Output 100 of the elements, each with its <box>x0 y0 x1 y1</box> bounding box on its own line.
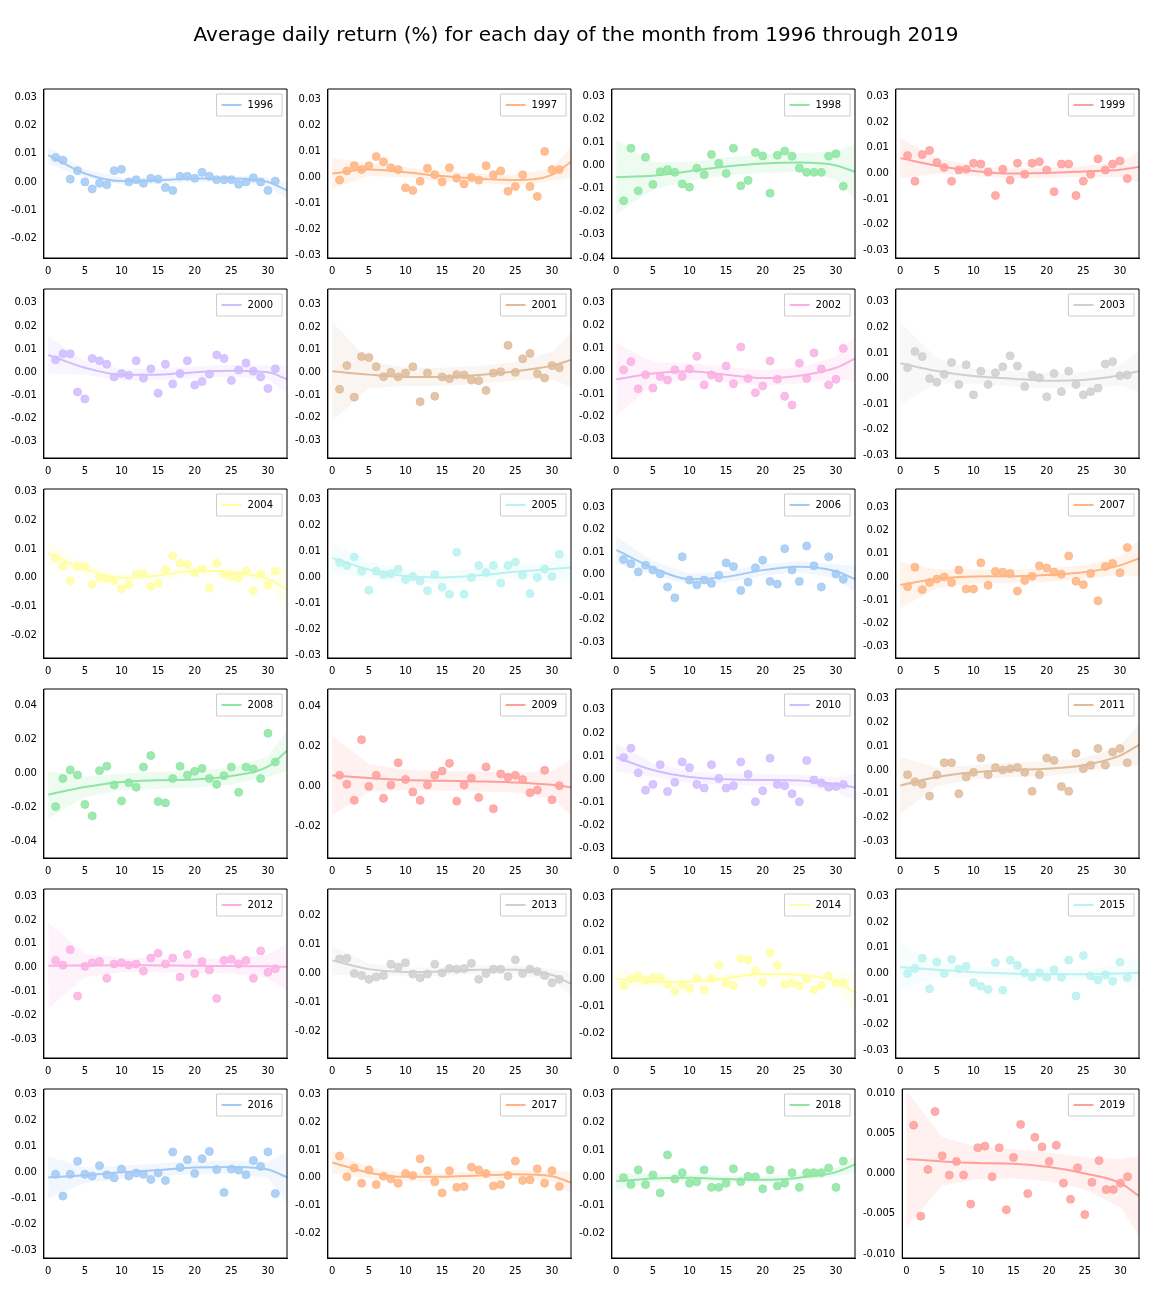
x-tick-label: 5 <box>933 264 941 276</box>
x-tick-label: 5 <box>365 864 373 876</box>
y-tick-label: 0.02 <box>582 918 605 930</box>
y-tick-label: -0.02 <box>295 1226 321 1238</box>
x-tick-label: 15 <box>151 1264 165 1276</box>
y-tick-label: -0.01 <box>863 192 889 204</box>
x-tick-label: 15 <box>1003 464 1017 476</box>
x-tick-label: 30 <box>829 864 843 876</box>
y-tick-label: 0.02 <box>14 319 37 331</box>
x-tick-label: 15 <box>719 864 733 876</box>
x-tick-label: 20 <box>1040 664 1054 676</box>
x-tick-label: 5 <box>933 464 941 476</box>
x-tick-label: 20 <box>472 264 486 276</box>
y-tick-label: 0.000 <box>866 1167 896 1179</box>
y-tick-label: -0.02 <box>579 410 605 422</box>
y-tick-label: -0.010 <box>862 1247 896 1259</box>
y-tick-label: 0.005 <box>866 1126 896 1138</box>
y-tick-label: -0.01 <box>11 600 37 612</box>
y-tick-label: 0.03 <box>14 1087 37 1099</box>
legend-label: 2002 <box>815 298 841 310</box>
y-tick-label: -0.01 <box>579 182 605 194</box>
x-tick-label: 0 <box>329 264 336 276</box>
legend-label: 1999 <box>1099 98 1125 110</box>
x-tick-label: 5 <box>933 664 941 676</box>
x-tick-label: 5 <box>649 664 657 676</box>
x-tick-label: 10 <box>399 1264 412 1276</box>
x-tick-label: 20 <box>1040 464 1054 476</box>
x-tick-label: 0 <box>897 864 904 876</box>
y-tick-label: 0.02 <box>14 1113 37 1125</box>
y-tick-label: 0.01 <box>866 547 889 559</box>
y-tick-label: 0.02 <box>582 1115 605 1127</box>
y-tick-label: 0.03 <box>582 500 605 512</box>
y-tick-label: -0.02 <box>11 231 37 243</box>
y-tick-label: 0.02 <box>582 319 605 331</box>
x-tick-label: 15 <box>151 1064 165 1076</box>
y-tick-label: -0.02 <box>579 1226 605 1238</box>
y-tick-label: -0.03 <box>863 243 889 255</box>
x-tick-label: 0 <box>329 864 336 876</box>
x-tick-label: 25 <box>224 664 238 676</box>
x-tick-label: 15 <box>151 864 165 876</box>
y-tick-label: -0.03 <box>863 640 889 652</box>
y-tick-label: -0.01 <box>11 389 37 401</box>
y-tick-label: 0.01 <box>582 1143 605 1155</box>
y-tick-label: 0.01 <box>582 545 605 557</box>
y-tick-label: 0.00 <box>866 167 889 179</box>
y-tick-label: -0.01 <box>863 397 889 409</box>
x-tick-label: 5 <box>365 264 373 276</box>
x-tick-label: 20 <box>1040 1064 1054 1076</box>
legend-label: 2006 <box>815 498 841 510</box>
x-tick-label: 0 <box>329 464 336 476</box>
x-tick-label: 25 <box>224 1264 238 1276</box>
y-tick-label: 0.03 <box>866 295 889 307</box>
x-tick-label: 15 <box>719 264 733 276</box>
x-tick-label: 15 <box>1003 864 1017 876</box>
x-tick-label: 0 <box>329 1264 336 1276</box>
y-tick-label: -0.005 <box>862 1207 896 1219</box>
x-tick-label: 20 <box>756 864 770 876</box>
y-tick-label: 0.04 <box>14 699 37 711</box>
y-tick-label: 0.03 <box>298 298 321 310</box>
x-tick-label: 20 <box>188 864 202 876</box>
y-tick-label: 0.03 <box>866 692 889 704</box>
x-tick-label: 30 <box>261 464 275 476</box>
x-tick-label: 10 <box>683 1264 696 1276</box>
x-tick-label: 25 <box>224 464 238 476</box>
y-tick-label: -0.01 <box>295 388 321 400</box>
x-tick-label: 25 <box>508 864 522 876</box>
y-tick-label: 0.03 <box>582 1088 605 1100</box>
x-tick-label: 15 <box>719 1264 733 1276</box>
y-tick-label: -0.01 <box>579 387 605 399</box>
x-tick-label: 5 <box>649 264 657 276</box>
y-tick-label: -0.03 <box>11 435 37 447</box>
x-tick-label: 0 <box>613 464 620 476</box>
x-tick-label: 5 <box>938 1264 946 1276</box>
y-tick-label: 0.00 <box>866 570 889 582</box>
y-tick-label: -0.01 <box>579 796 605 808</box>
x-tick-label: 0 <box>329 1064 336 1076</box>
y-tick-label: -0.01 <box>295 996 321 1008</box>
y-tick-label: -0.01 <box>11 203 37 215</box>
x-tick-label: 30 <box>1113 1064 1127 1076</box>
x-tick-label: 0 <box>613 264 620 276</box>
x-tick-label: 5 <box>365 464 373 476</box>
x-tick-label: 10 <box>399 1064 412 1076</box>
x-tick-label: 0 <box>45 1264 52 1276</box>
x-tick-label: 0 <box>45 1064 52 1076</box>
x-tick-label: 10 <box>683 864 696 876</box>
legend-label: 2019 <box>1099 1098 1125 1110</box>
y-tick-label: -0.03 <box>579 635 605 647</box>
legend-label: 2008 <box>247 698 273 710</box>
x-tick-label: 30 <box>1113 264 1127 276</box>
y-tick-label: 0.02 <box>14 119 37 131</box>
y-tick-label: 0.03 <box>866 890 889 902</box>
x-tick-label: 10 <box>115 1064 128 1076</box>
y-tick-label: -0.02 <box>863 1018 889 1030</box>
y-tick-label: 0.02 <box>866 915 889 927</box>
legend-label: 2016 <box>247 1098 273 1110</box>
x-tick-label: 25 <box>1076 1064 1090 1076</box>
y-tick-label: 0.01 <box>298 544 321 556</box>
legend-label: 2018 <box>815 1098 841 1110</box>
x-tick-label: 0 <box>897 264 904 276</box>
x-tick-label: 15 <box>435 464 449 476</box>
